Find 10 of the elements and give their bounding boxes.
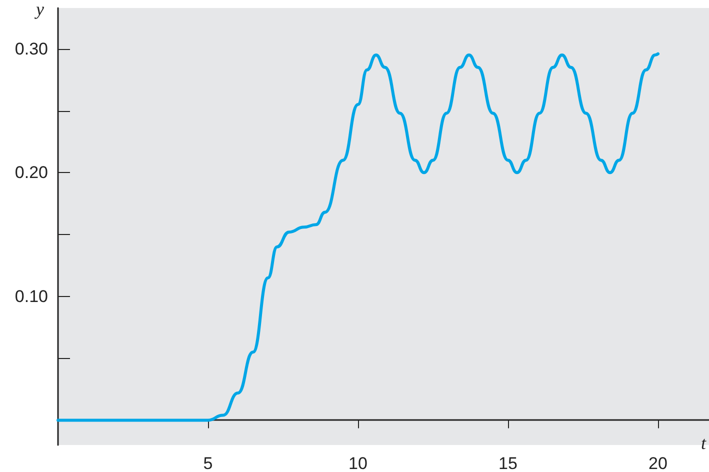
y-axis-title: y [34, 0, 44, 19]
y-tick-label: 0.20 [14, 163, 48, 182]
x-tick-label: 5 [203, 454, 213, 472]
x-tick-label: 15 [498, 454, 518, 472]
line-series [56, 52, 660, 422]
x-tick-label: 10 [348, 454, 368, 472]
x-axis-title: t [701, 433, 707, 454]
y-tick-label: 0.10 [14, 286, 48, 306]
x-tick-label: 20 [648, 454, 668, 472]
y-tick-label: 0.30 [14, 39, 48, 58]
